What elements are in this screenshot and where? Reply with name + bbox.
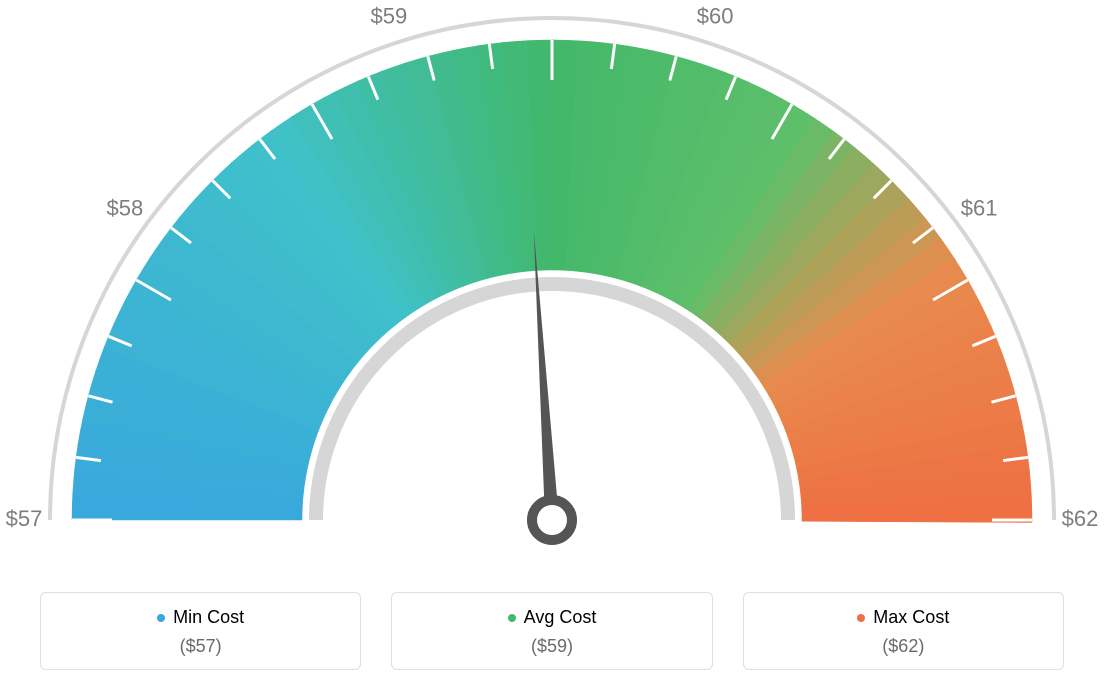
gauge-chart: $57 $58 $59 $59 $60 $61 $62 bbox=[0, 0, 1104, 560]
legend-label-min: Min Cost bbox=[173, 607, 244, 628]
legend-label-avg: Avg Cost bbox=[524, 607, 597, 628]
legend-dot-min bbox=[157, 614, 165, 622]
legend-value-avg: ($59) bbox=[392, 636, 711, 657]
legend-dot-max bbox=[857, 614, 865, 622]
svg-text:$61: $61 bbox=[961, 195, 998, 220]
legend-row: Min Cost ($57) Avg Cost ($59) Max Cost (… bbox=[40, 592, 1064, 670]
svg-text:$60: $60 bbox=[697, 4, 734, 29]
legend-value-min: ($57) bbox=[41, 636, 360, 657]
legend-avg: Avg Cost ($59) bbox=[391, 592, 712, 670]
svg-text:$59: $59 bbox=[534, 0, 571, 3]
legend-min: Min Cost ($57) bbox=[40, 592, 361, 670]
legend-max: Max Cost ($62) bbox=[743, 592, 1064, 670]
svg-text:$57: $57 bbox=[6, 506, 43, 531]
svg-text:$58: $58 bbox=[106, 195, 143, 220]
legend-dot-avg bbox=[508, 614, 516, 622]
svg-text:$59: $59 bbox=[370, 4, 407, 29]
legend-value-max: ($62) bbox=[744, 636, 1063, 657]
svg-text:$62: $62 bbox=[1062, 506, 1099, 531]
legend-label-max: Max Cost bbox=[873, 607, 949, 628]
chart-container: $57 $58 $59 $59 $60 $61 $62 Min Cost ($57) Avg… bbox=[0, 0, 1104, 690]
